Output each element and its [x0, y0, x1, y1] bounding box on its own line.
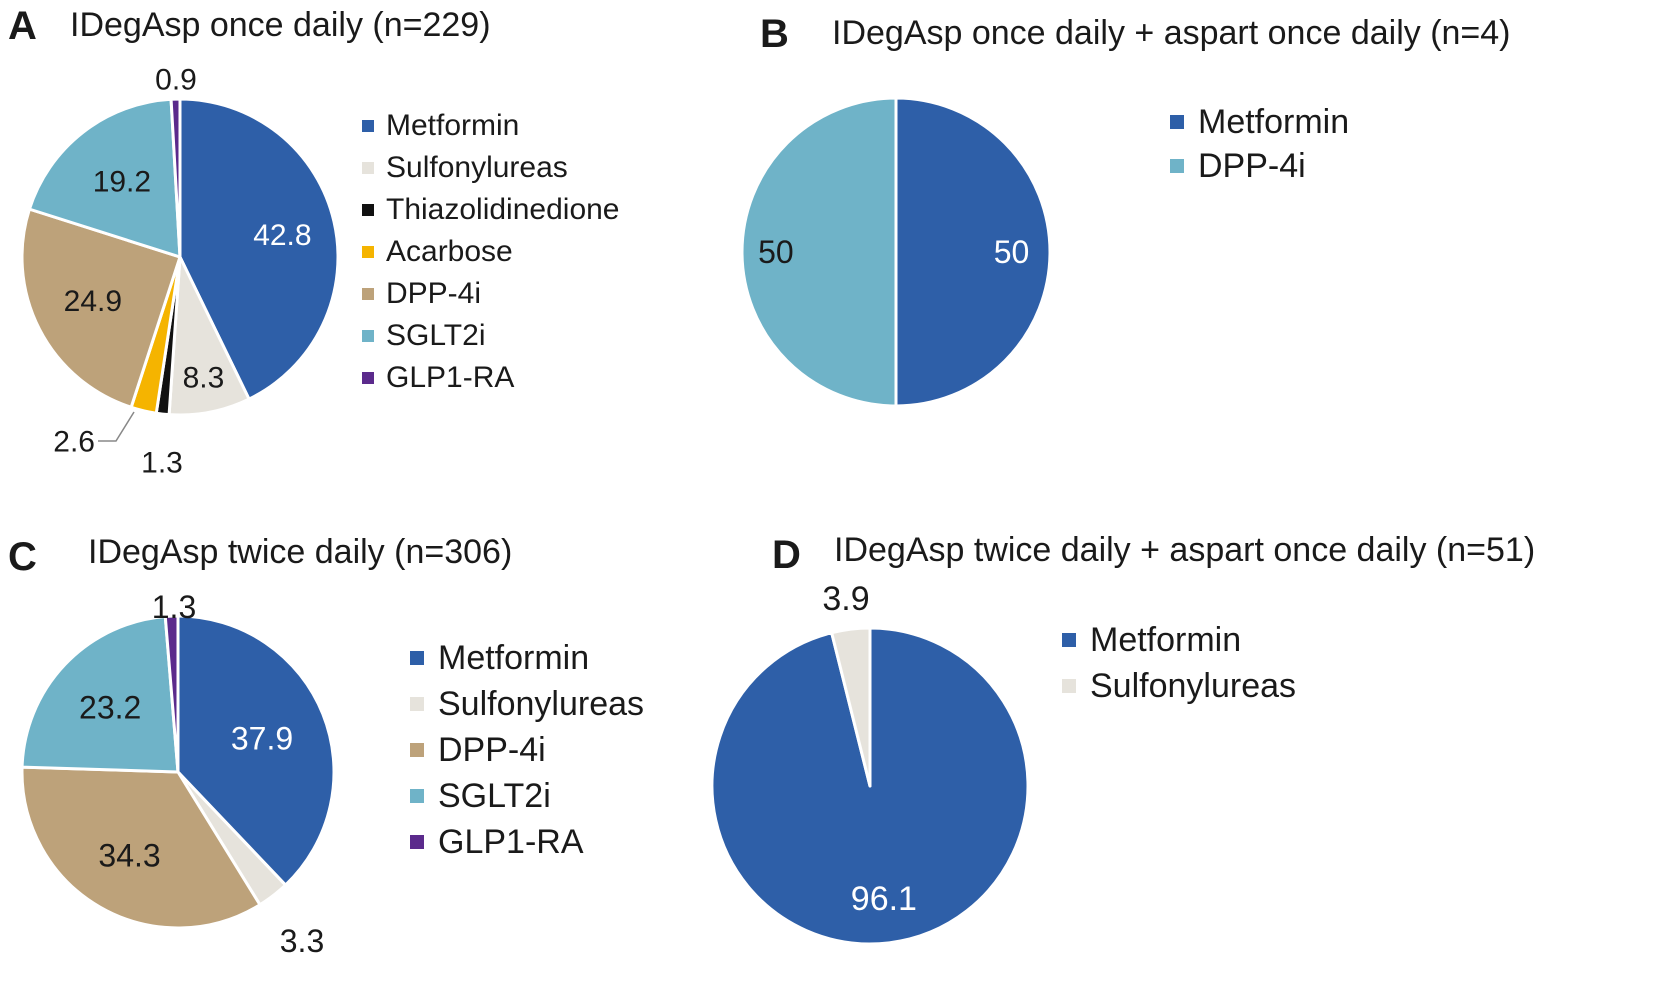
data-label: 0.9 [155, 64, 197, 97]
legend-item: Metformin [1170, 100, 1349, 144]
legend-item: GLP1-RA [410, 819, 644, 865]
legend-swatch [362, 204, 374, 216]
data-label: 3.3 [280, 923, 324, 959]
legend-label: Acarbose [386, 235, 513, 268]
legend-item: Metformin [1062, 617, 1296, 663]
pie-slice-sglt2i [27, 97, 182, 259]
pie-slice-sglt2i [20, 615, 180, 774]
pie-slice-metformin [894, 96, 1052, 408]
legend-swatch [362, 246, 374, 258]
legend-item: Metformin [362, 105, 620, 147]
pie-slice-dpp-4i [20, 207, 182, 409]
legend-label: Sulfonylureas [438, 684, 645, 723]
panel-a: A IDegAsp once daily (n=229) 42.8 8.3 24.9… [0, 0, 700, 500]
data-label: 1.3 [141, 447, 183, 480]
legend-label: Sulfonylureas [1090, 666, 1297, 705]
legend-item: DPP-4i [410, 727, 644, 773]
data-label: 24.9 [64, 285, 122, 318]
legend-swatch [362, 372, 374, 384]
legend-swatch [1062, 679, 1076, 693]
pie-chart: 37.9 34.3 23.2 1.3 3.3 [20, 589, 336, 959]
legend: Metformin Sulfonylureas Thiazolidinedion… [362, 105, 620, 399]
legend-label: SGLT2i [438, 776, 551, 815]
pie-slice-dpp-4i [740, 96, 898, 408]
legend-label: Metformin [1198, 102, 1350, 141]
panel-letter: C [8, 535, 37, 579]
chart-title: IDegAsp once daily (n=229) [70, 6, 491, 44]
legend: Metformin Sulfonylureas [1062, 617, 1296, 709]
legend-label: DPP-4i [386, 277, 482, 310]
legend-label: SGLT2i [386, 319, 486, 352]
legend-item: Metformin [410, 635, 644, 681]
pie-slice-metformin [178, 97, 340, 401]
pie-slice-sulfonylureas [830, 626, 872, 788]
legend-item: Sulfonylureas [1062, 663, 1296, 709]
legend-item: Acarbose [362, 231, 620, 273]
legend-swatch [410, 651, 424, 665]
legend-swatch [362, 162, 374, 174]
data-label: 19.2 [93, 166, 151, 199]
panel-b: B IDegAsp once daily + aspart once daily… [740, 0, 1654, 500]
chart-title: IDegAsp twice daily (n=306) [88, 533, 513, 571]
legend-label: DPP-4i [438, 730, 546, 769]
data-label: 8.3 [183, 361, 225, 394]
panel-letter: B [760, 12, 789, 56]
pie-slice-metformin [176, 614, 336, 887]
pie-chart: 96.1 3.9 [710, 580, 1030, 946]
pie-chart: 42.8 8.3 24.9 19.2 0.9 2.6 1.3 [20, 64, 340, 480]
data-label: 23.2 [79, 689, 141, 725]
leader-line [98, 411, 135, 442]
data-label: 37.9 [231, 720, 293, 756]
panel-c: C IDegAsp twice daily (n=306) 37.9 34.3 23… [0, 515, 700, 1007]
pie-slice-glp1-ra [163, 614, 180, 774]
legend: Metformin Sulfonylureas DPP-4i SGLT2i GL… [410, 635, 644, 865]
legend-label: GLP1-RA [386, 361, 515, 394]
legend-label: Metformin [1090, 620, 1242, 659]
chart-title: IDegAsp once daily + aspart once daily (… [832, 14, 1511, 52]
legend-swatch [362, 330, 374, 342]
legend-item: GLP1-RA [362, 357, 620, 399]
panel-d: D IDegAsp twice daily + aspart once dail… [700, 515, 1654, 1007]
pie-chart: 50 50 [740, 96, 1052, 408]
data-label: 2.6 [53, 426, 95, 459]
data-label: 42.8 [253, 219, 311, 252]
legend-item: DPP-4i [1170, 144, 1349, 188]
legend-label: Metformin [386, 109, 520, 142]
data-label: 1.3 [152, 589, 196, 625]
legend-swatch [410, 835, 424, 849]
legend-swatch [362, 288, 374, 300]
legend-swatch [1170, 115, 1184, 129]
chart-title: IDegAsp twice daily + aspart once daily … [834, 531, 1536, 569]
legend-label: Thiazolidinedione [386, 193, 620, 226]
legend-item: Sulfonylureas [362, 147, 620, 189]
legend-swatch [1062, 633, 1076, 647]
legend-swatch [1170, 159, 1184, 173]
legend-label: DPP-4i [1198, 146, 1306, 185]
legend-label: Metformin [438, 638, 590, 677]
panel-letter: A [8, 4, 37, 48]
legend-swatch [410, 697, 424, 711]
data-label: 50 [758, 234, 794, 270]
panel-letter: D [772, 533, 801, 577]
data-label: 3.9 [822, 580, 869, 618]
data-label: 96.1 [851, 880, 917, 918]
legend-swatch [410, 789, 424, 803]
pie-slice-glp1-ra [169, 97, 182, 259]
data-label: 50 [994, 234, 1030, 270]
legend-label: Sulfonylureas [386, 151, 568, 184]
pie-slice-dpp-4i [20, 765, 262, 930]
legend-swatch [410, 743, 424, 757]
legend-item: Sulfonylureas [410, 681, 644, 727]
legend: Metformin DPP-4i [1170, 100, 1349, 188]
legend-item: DPP-4i [362, 273, 620, 315]
legend-label: GLP1-RA [438, 822, 584, 861]
legend-item: SGLT2i [410, 773, 644, 819]
legend-item: Thiazolidinedione [362, 189, 620, 231]
legend-swatch [362, 120, 374, 132]
legend-item: SGLT2i [362, 315, 620, 357]
data-label: 34.3 [98, 838, 160, 874]
